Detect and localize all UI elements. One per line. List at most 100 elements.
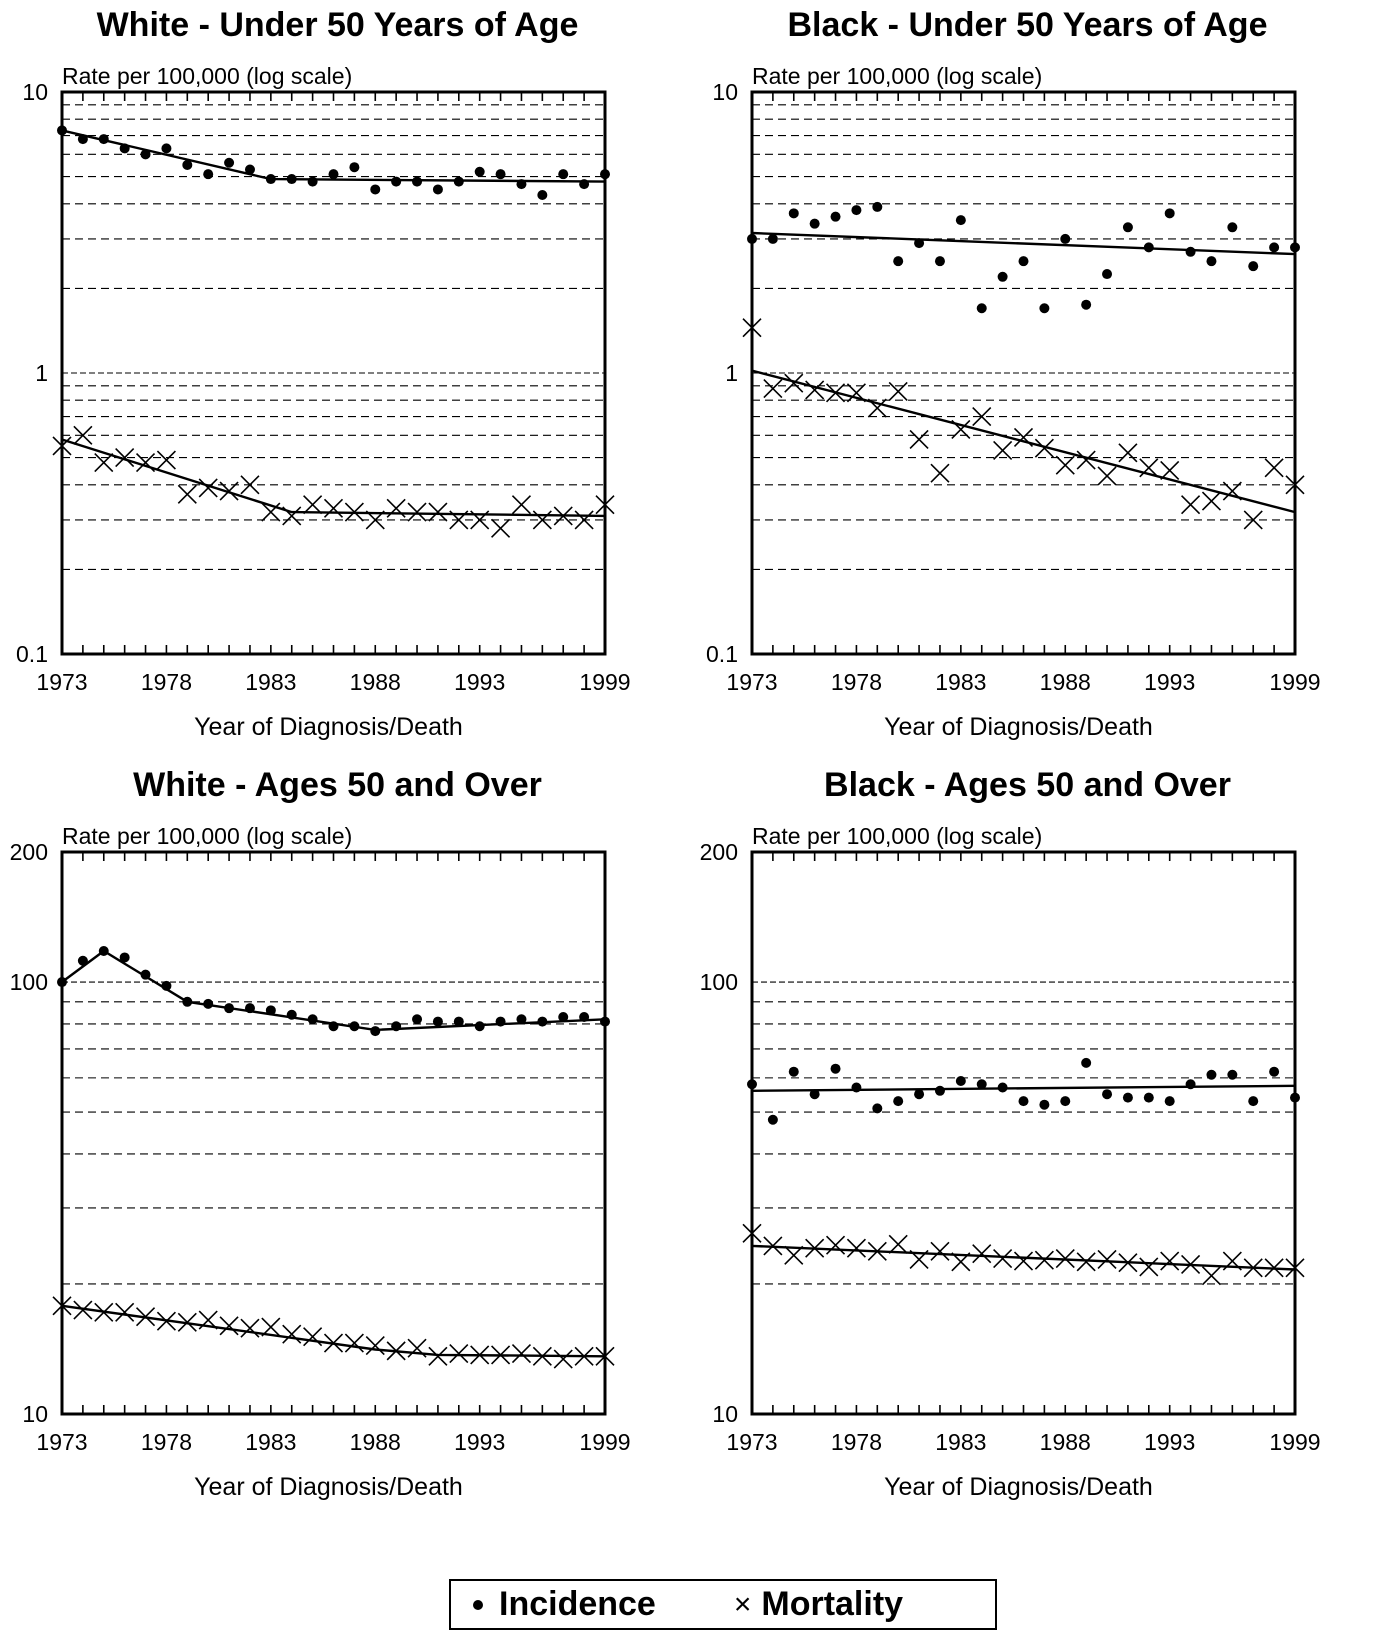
incidence-point bbox=[453, 1016, 464, 1027]
incidence-point bbox=[600, 169, 610, 180]
incidence-point bbox=[997, 271, 1008, 282]
incidence-point bbox=[161, 143, 172, 154]
incidence-point bbox=[265, 1005, 276, 1016]
mortality-point bbox=[1139, 458, 1159, 478]
incidence-point bbox=[809, 218, 820, 229]
mortality-point bbox=[1264, 1258, 1284, 1278]
incidence-point bbox=[349, 1021, 360, 1032]
mortality-point bbox=[1201, 1266, 1222, 1286]
x-tick-label: 1973 bbox=[726, 1429, 777, 1455]
incidence-point bbox=[747, 1079, 757, 1090]
chart-svg-white-50-over: White - Ages 50 and Over Rate per 100,000… bbox=[10, 766, 631, 1501]
legend-item-mortality: × Mortality bbox=[734, 1585, 903, 1624]
incidence-point bbox=[182, 159, 193, 170]
incidence-point bbox=[1039, 303, 1050, 314]
mortality-point bbox=[219, 1316, 239, 1336]
mortality-trend-line bbox=[61, 438, 606, 518]
mortality-point bbox=[1097, 1249, 1117, 1269]
incidence-point bbox=[1164, 208, 1175, 219]
incidence-point bbox=[412, 176, 423, 187]
incidence-point bbox=[1102, 1089, 1113, 1100]
mortality-point bbox=[532, 1346, 552, 1366]
x-tick-label: 1988 bbox=[350, 1429, 401, 1455]
incidence-point bbox=[1290, 242, 1300, 253]
mortality-point bbox=[94, 1302, 114, 1322]
chart-title: White - Ages 50 and Over bbox=[133, 766, 542, 804]
mortality-point bbox=[1160, 460, 1180, 481]
mortality-point bbox=[1076, 450, 1096, 470]
mortality-point bbox=[94, 453, 114, 473]
mortality-point bbox=[595, 1346, 615, 1366]
mortality-point bbox=[1034, 438, 1054, 458]
mortality-point bbox=[1181, 1254, 1201, 1274]
incidence-point bbox=[119, 143, 130, 154]
mortality-point bbox=[282, 506, 302, 526]
incidence-point bbox=[1081, 299, 1092, 310]
chart-panel-black-under-50: Black - Under 50 Years of Age Rate per 10… bbox=[690, 0, 1380, 816]
incidence-point bbox=[872, 1103, 883, 1114]
incidence-point bbox=[558, 1011, 569, 1022]
plot-frame bbox=[60, 850, 607, 1416]
mortality-point bbox=[156, 1311, 176, 1331]
incidence-point bbox=[1018, 256, 1029, 267]
incidence-point bbox=[579, 179, 590, 190]
mortality-point bbox=[344, 1333, 364, 1353]
incidence-point bbox=[976, 303, 987, 314]
chart-title: Black - Ages 50 and Over bbox=[824, 766, 1231, 804]
mortality-point bbox=[1076, 1252, 1096, 1272]
y-tick-label: 10 bbox=[712, 79, 738, 105]
x-tick-label: 1978 bbox=[141, 669, 192, 695]
incidence-point bbox=[224, 157, 235, 168]
x-tick-label: 1983 bbox=[935, 669, 986, 695]
incidence-point bbox=[140, 969, 151, 980]
y-tick-label: 10 bbox=[22, 1401, 48, 1427]
incidence-point bbox=[1164, 1096, 1175, 1107]
mortality-point bbox=[1097, 466, 1117, 486]
mortality-point bbox=[951, 419, 971, 439]
mortality-point bbox=[867, 398, 887, 418]
x-tick-label: 1973 bbox=[36, 669, 87, 695]
mortality-point bbox=[972, 1244, 992, 1264]
mortality-point bbox=[365, 510, 385, 530]
series-mortality bbox=[52, 425, 615, 538]
y-tick-label: 10 bbox=[712, 1401, 738, 1427]
incidence-point bbox=[955, 1076, 966, 1087]
mortality-point bbox=[386, 1341, 406, 1361]
mortality-point bbox=[1285, 475, 1305, 495]
mortality-point bbox=[1243, 1258, 1263, 1278]
mortality-point bbox=[805, 1238, 825, 1258]
incidence-point bbox=[1143, 1092, 1154, 1103]
incidence-point bbox=[1122, 222, 1133, 233]
incidence-point bbox=[747, 233, 757, 244]
incidence-point bbox=[516, 179, 527, 190]
chart-svg-white-under-50: White - Under 50 Years of Age Rate per 10… bbox=[16, 6, 631, 741]
mortality-point bbox=[553, 1349, 573, 1369]
x-tick-label: 1983 bbox=[245, 1429, 296, 1455]
mortality-point bbox=[365, 1336, 385, 1356]
x-axis-label: Year of Diagnosis/Death bbox=[194, 713, 463, 741]
incidence-point bbox=[495, 169, 506, 180]
incidence-trend-line bbox=[751, 231, 1296, 256]
incidence-point bbox=[1290, 1092, 1300, 1103]
chart-svg-black-under-50: Black - Under 50 Years of Age Rate per 10… bbox=[706, 6, 1321, 741]
mortality-point bbox=[951, 1252, 971, 1272]
mortality-point bbox=[219, 481, 239, 501]
y-tick-label: 0.1 bbox=[16, 641, 48, 667]
mortality-point bbox=[805, 380, 825, 400]
mortality-point bbox=[261, 502, 281, 522]
mortality-point bbox=[428, 1346, 448, 1366]
incidence-point bbox=[474, 1021, 485, 1032]
mortality-point bbox=[198, 1310, 218, 1330]
mortality-point bbox=[323, 498, 344, 518]
incidence-point bbox=[1102, 269, 1113, 280]
incidence-point bbox=[1248, 261, 1259, 272]
x-tick-label: 1978 bbox=[141, 1429, 192, 1455]
mortality-point bbox=[449, 510, 469, 530]
x-tick-label: 1988 bbox=[350, 669, 401, 695]
plot-frame bbox=[750, 850, 1297, 1416]
incidence-point bbox=[537, 189, 548, 200]
incidence-point bbox=[872, 201, 883, 212]
x-tick-label: 1993 bbox=[1144, 669, 1195, 695]
incidence-point bbox=[224, 1003, 235, 1014]
incidence-point bbox=[1185, 246, 1196, 257]
